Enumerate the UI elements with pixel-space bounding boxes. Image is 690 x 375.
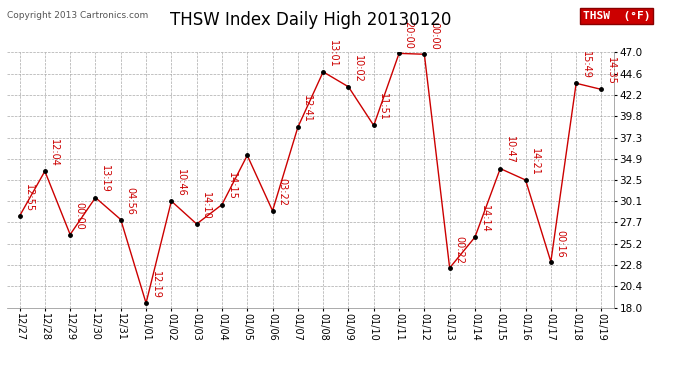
Text: 04:56: 04:56 bbox=[126, 187, 135, 215]
Text: 20:00: 20:00 bbox=[404, 21, 413, 49]
Text: 00:22: 00:22 bbox=[454, 236, 464, 264]
Text: 12:19: 12:19 bbox=[150, 271, 161, 299]
Text: 12:41: 12:41 bbox=[302, 95, 313, 123]
Text: 03:22: 03:22 bbox=[277, 178, 287, 206]
Text: 12:04: 12:04 bbox=[50, 139, 59, 167]
Text: THSW Index Daily High 20130120: THSW Index Daily High 20130120 bbox=[170, 11, 451, 29]
Text: 14:15: 14:15 bbox=[226, 172, 237, 200]
Text: 11:51: 11:51 bbox=[378, 93, 388, 121]
Text: 14:14: 14:14 bbox=[480, 205, 489, 233]
Text: 10:46: 10:46 bbox=[176, 169, 186, 197]
Text: 14:35: 14:35 bbox=[606, 57, 616, 85]
Text: 10:02: 10:02 bbox=[353, 54, 363, 82]
Text: 12:55: 12:55 bbox=[24, 183, 34, 211]
Text: 14:21: 14:21 bbox=[530, 148, 540, 176]
Text: 13:01: 13:01 bbox=[328, 40, 337, 68]
Text: 00:00: 00:00 bbox=[429, 22, 439, 50]
Text: 15:49: 15:49 bbox=[581, 51, 591, 79]
Text: 00:16: 00:16 bbox=[555, 230, 565, 257]
Text: 10:47: 10:47 bbox=[505, 136, 515, 164]
Text: 00:00: 00:00 bbox=[75, 202, 85, 230]
Text: THSW  (°F): THSW (°F) bbox=[583, 11, 651, 21]
Text: Copyright 2013 Cartronics.com: Copyright 2013 Cartronics.com bbox=[7, 11, 148, 20]
Text: 14:10: 14:10 bbox=[201, 192, 211, 220]
Text: 13:19: 13:19 bbox=[100, 165, 110, 193]
